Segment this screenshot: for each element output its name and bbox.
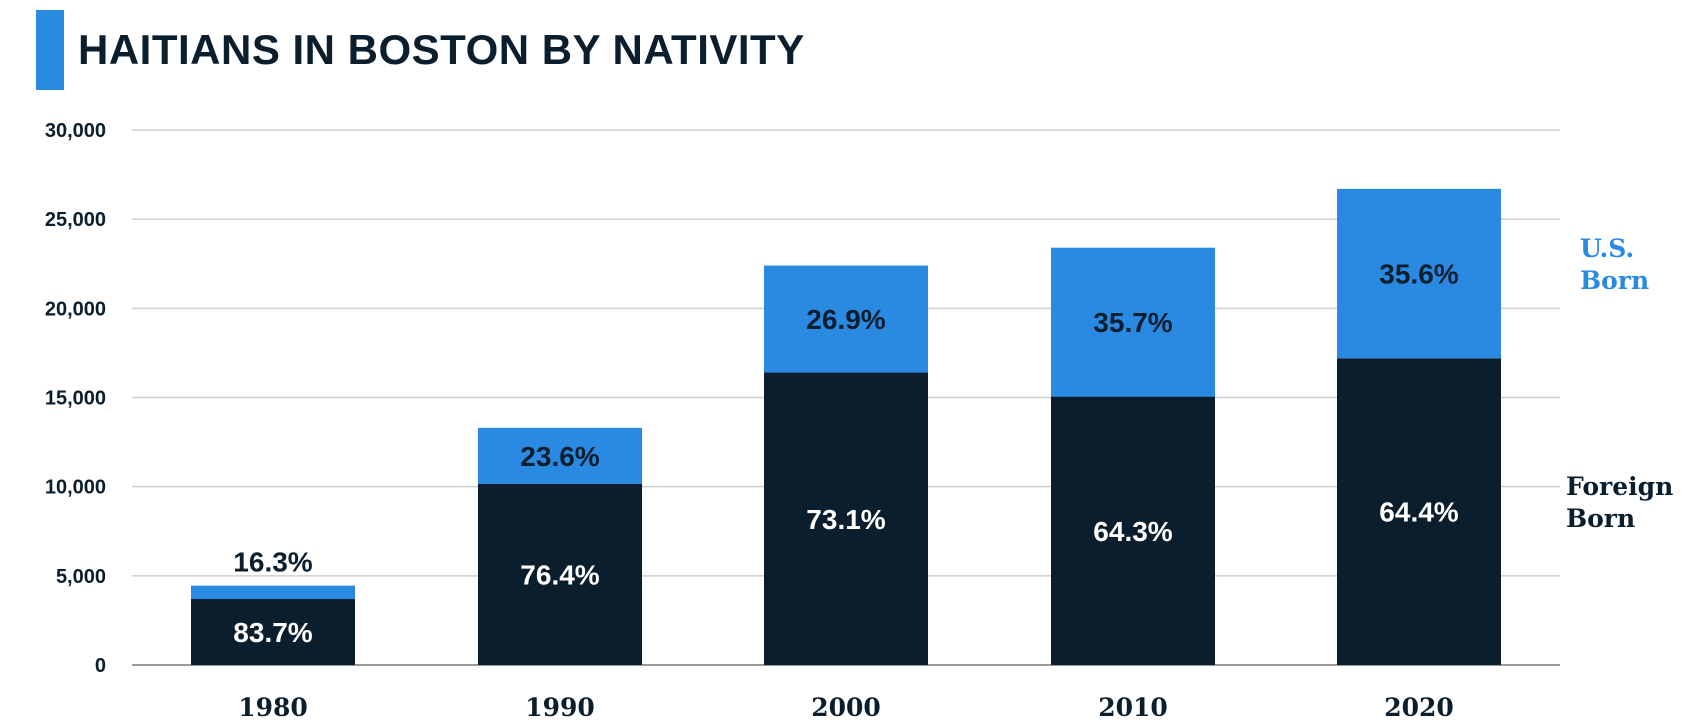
legend: U.S. Born Foreign Born bbox=[1566, 234, 1673, 533]
bar-label-us-born: 16.3% bbox=[233, 547, 312, 578]
bar-labels: 83.7% 16.3% 76.4% 23.6% 73.1% 26.9% 64.3% 35.7%… bbox=[233, 259, 1458, 648]
y-tick-label: 15,000 bbox=[45, 388, 106, 410]
bar-label-us-born: 23.6% bbox=[520, 441, 599, 472]
bar-foreign-born bbox=[1337, 358, 1501, 665]
bar-label-foreign-born: 73.1% bbox=[806, 504, 885, 535]
bar-us-born bbox=[478, 427, 642, 484]
y-tick-label: 0 bbox=[95, 655, 106, 677]
bar-us-born bbox=[1337, 188, 1501, 359]
y-tick-label: 30,000 bbox=[45, 120, 106, 142]
bar-foreign-born bbox=[1051, 396, 1215, 665]
x-tick-label: 2010 bbox=[1098, 693, 1168, 720]
chart-title: HAITIANS IN BOSTON BY NATIVITY bbox=[78, 26, 805, 73]
bar-label-foreign-born: 64.4% bbox=[1379, 497, 1458, 528]
bar-us-born bbox=[764, 265, 928, 373]
legend-us-born: U.S. Born bbox=[1580, 234, 1649, 295]
x-tick-label: 2000 bbox=[811, 693, 881, 720]
y-tick-label: 10,000 bbox=[45, 477, 106, 499]
y-axis-ticks: 0 5,000 10,000 15,000 20,000 25,000 30,000 bbox=[45, 120, 106, 677]
y-tick-label: 5,000 bbox=[56, 566, 106, 588]
title-block: HAITIANS IN BOSTON BY NATIVITY bbox=[36, 10, 805, 90]
bar-label-foreign-born: 64.3% bbox=[1093, 516, 1172, 547]
bars bbox=[191, 188, 1501, 665]
bar-label-us-born: 35.7% bbox=[1093, 307, 1172, 338]
bar-us-born bbox=[191, 585, 355, 600]
x-tick-label: 1980 bbox=[238, 693, 308, 720]
bar-label-foreign-born: 76.4% bbox=[520, 559, 599, 590]
y-tick-label: 25,000 bbox=[45, 209, 106, 231]
bar-foreign-born bbox=[764, 372, 928, 665]
bar-foreign-born bbox=[191, 599, 355, 665]
x-axis-ticks: 1980 1990 2000 2010 2020 bbox=[238, 693, 1454, 720]
bar-label-us-born: 26.9% bbox=[806, 304, 885, 335]
bar-label-foreign-born: 83.7% bbox=[233, 617, 312, 648]
bar-foreign-born bbox=[478, 483, 642, 665]
x-tick-label: 1990 bbox=[525, 693, 595, 720]
x-tick-label: 2020 bbox=[1384, 693, 1454, 720]
y-tick-label: 20,000 bbox=[45, 298, 106, 320]
legend-foreign-born: Foreign Born bbox=[1566, 472, 1673, 533]
bar-us-born bbox=[1051, 247, 1215, 397]
bar-label-us-born: 35.6% bbox=[1379, 259, 1458, 290]
title-accent-bar bbox=[36, 10, 64, 90]
